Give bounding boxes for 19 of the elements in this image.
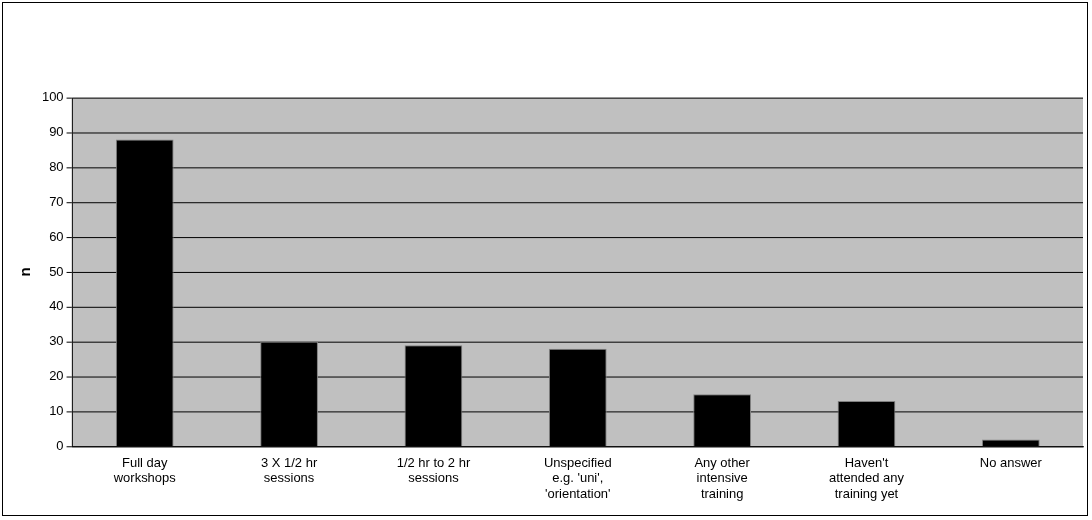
x-tick-label: Unspecified e.g. 'uni', 'orientation' <box>543 454 612 501</box>
x-tick-label: No answer <box>979 454 1043 470</box>
x-tick-label: Full day workshops <box>112 454 177 486</box>
y-tick-label: 30 <box>49 333 64 349</box>
y-tick-label: 10 <box>49 403 64 419</box>
y-axis-title: n <box>16 267 34 277</box>
y-tick-label: 90 <box>49 124 64 140</box>
x-tick-label: 1/2 hr to 2 hr sessions <box>396 454 471 486</box>
y-tick-label: 40 <box>49 298 64 314</box>
x-tick-label: Haven't attended any training yet <box>828 454 905 501</box>
y-tick-label: 70 <box>49 193 64 209</box>
y-tick-label: 100 <box>41 89 64 105</box>
y-tick-label: 20 <box>49 368 64 384</box>
y-tick-label: 0 <box>56 438 64 454</box>
y-tick-label: 60 <box>49 228 64 244</box>
y-tick-label: 50 <box>49 263 64 279</box>
y-tick-label: 80 <box>49 158 64 174</box>
x-tick-label: Any other intensive training <box>694 454 751 501</box>
x-tick-label: 3 X 1/2 hr sessions <box>260 454 318 486</box>
